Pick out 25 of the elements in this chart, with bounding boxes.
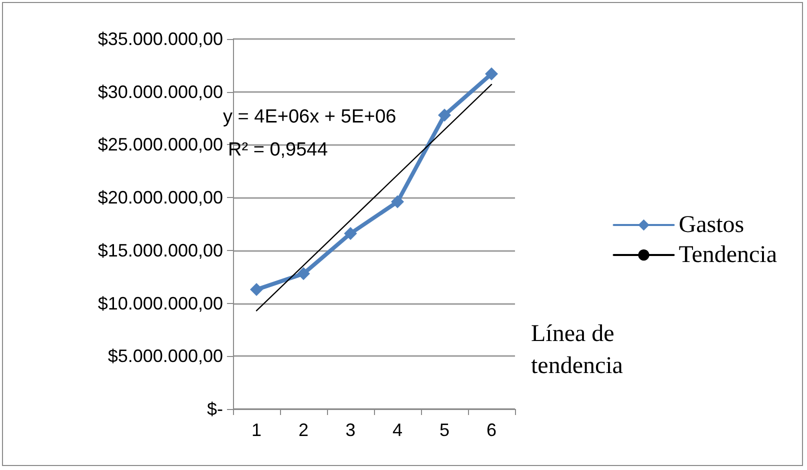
y-tick-label: $20.000.000,00 — [98, 188, 223, 208]
point — [485, 67, 498, 80]
y-tick-label: $35.000.000,00 — [98, 29, 223, 49]
y-tick-label: $10.000.000,00 — [98, 293, 223, 314]
legend-label: Gastos — [678, 212, 744, 238]
y-tick-label: $15.000.000,00 — [98, 240, 223, 260]
y-tick-label: $- — [206, 399, 223, 419]
annotation: R² = 0,9544 — [228, 140, 328, 160]
y-tick-label: $25.000.000,00 — [98, 134, 223, 155]
x-tick-label: 6 — [486, 420, 497, 440]
x-tick-label: 4 — [392, 420, 403, 440]
annotation: y = 4E+06x + 5E+06 — [223, 106, 396, 128]
x-tick-label: 5 — [439, 420, 450, 440]
point — [438, 108, 451, 122]
x-tick-label: 2 — [298, 420, 309, 440]
x-tick-label: 1 — [251, 420, 262, 440]
point — [297, 267, 310, 280]
legend-label: Tendencia — [678, 242, 778, 268]
point — [391, 195, 404, 208]
text: Línea de tendencia — [531, 321, 624, 379]
x-tick-label: 3 — [345, 420, 356, 440]
point — [344, 227, 357, 240]
y-tick-label: $5.000.000,00 — [108, 346, 223, 366]
y-tick-label: $30.000.000,00 — [98, 82, 223, 102]
point — [250, 283, 263, 296]
